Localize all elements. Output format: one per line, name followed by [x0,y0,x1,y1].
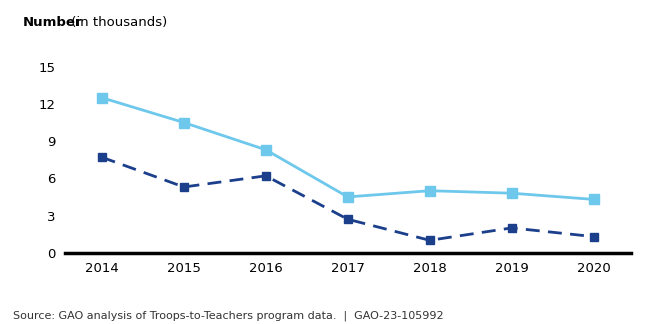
Text: Source: GAO analysis of Troops-to-Teachers program data.  |  GAO-23-105992: Source: GAO analysis of Troops-to-Teache… [13,310,443,321]
Legend: Number of registered participants, Number of participants hired: Number of registered participants, Numbe… [90,319,606,324]
Text: Number: Number [23,16,82,29]
Text: (in thousands): (in thousands) [67,16,167,29]
